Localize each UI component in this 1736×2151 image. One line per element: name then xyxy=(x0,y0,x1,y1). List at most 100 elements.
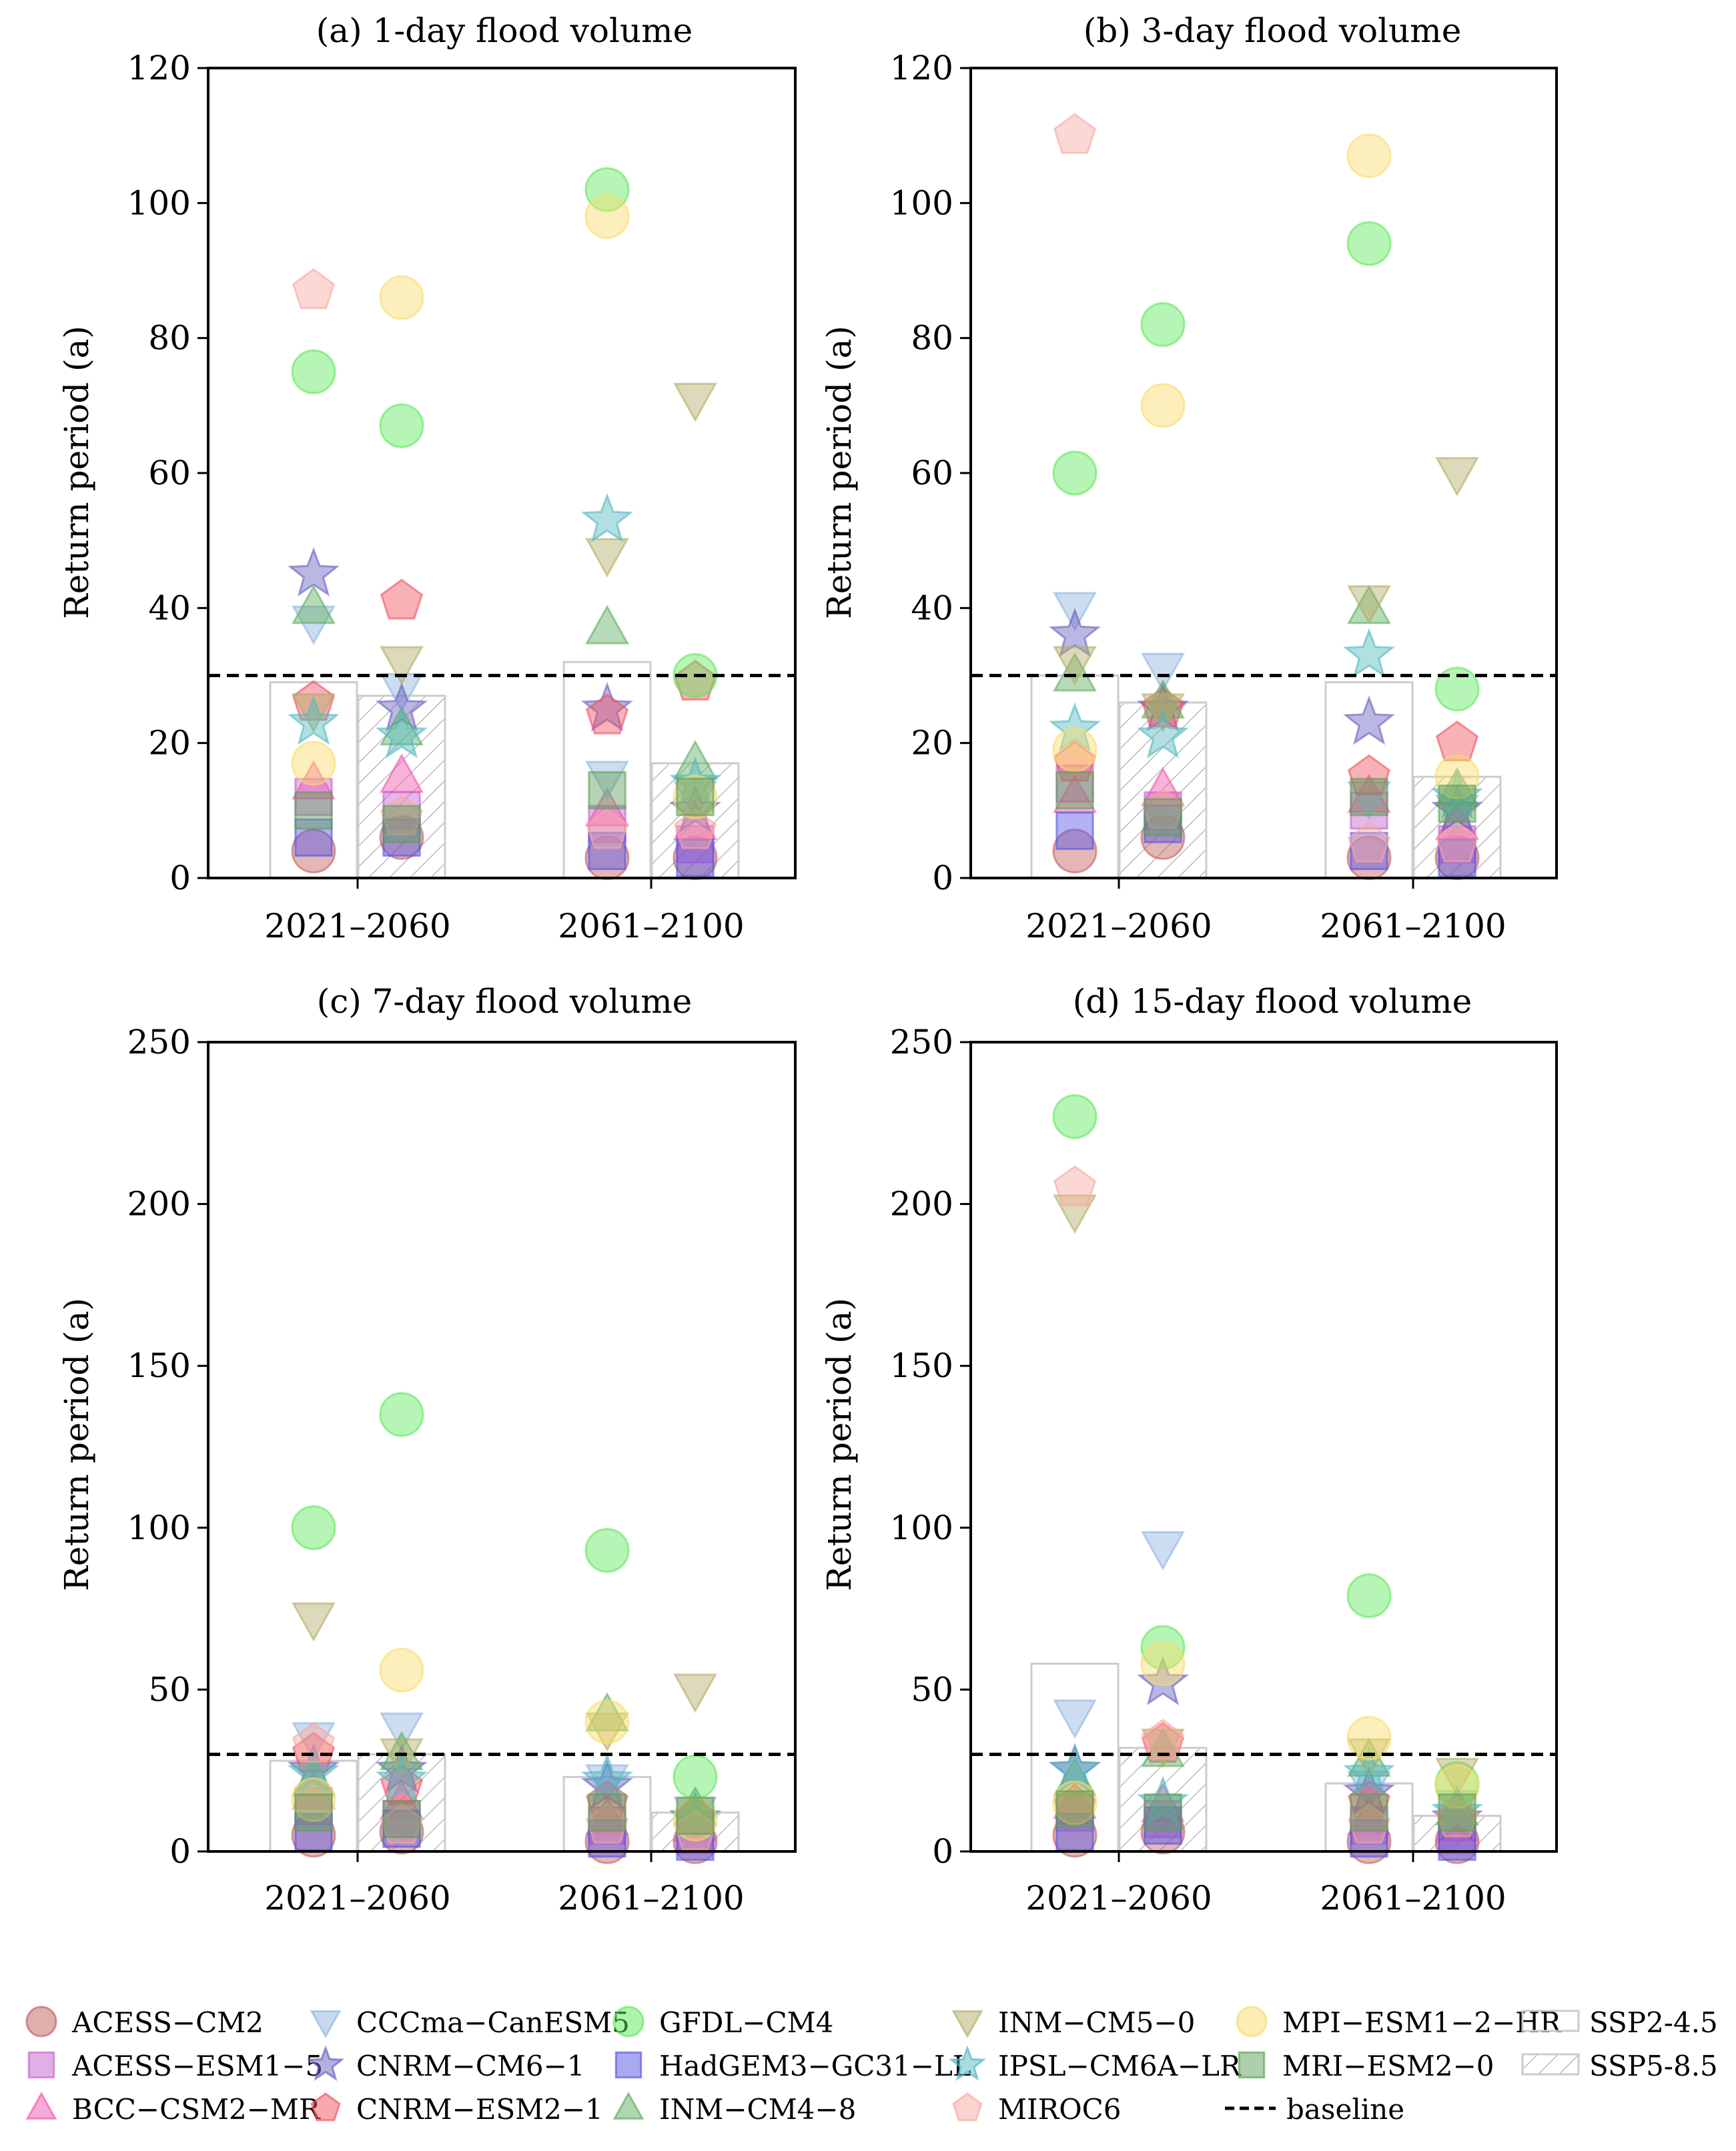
y-tick-label: 250 xyxy=(127,1023,191,1061)
y-tick-label: 150 xyxy=(890,1346,953,1385)
point-acess-esm1-5 xyxy=(676,825,715,864)
point-gfdl-cm4 xyxy=(1140,1625,1186,1670)
point-ipsl-cm6a-lr xyxy=(287,695,340,745)
point-gfdl-cm4 xyxy=(1052,1094,1098,1140)
point-bcc-csm2-mr xyxy=(585,1795,629,1835)
y-axis-label: Return period (a) xyxy=(820,1298,859,1591)
point-cccma-canesm5 xyxy=(1347,781,1391,821)
y-tick-label: 20 xyxy=(148,724,191,763)
point-inm-cm5-0 xyxy=(380,646,424,686)
legend-item-cccma-canesm5: CCCma−CanESM5 xyxy=(310,2006,630,2039)
point-inm-cm4-8 xyxy=(585,1692,629,1732)
point-gfdl-cm4 xyxy=(1346,1573,1392,1619)
legend-label: MPI−ESM1−2−HR xyxy=(1282,2006,1562,2039)
legend-label: INM−CM4−8 xyxy=(659,2093,856,2126)
x-tick-label: 2021–2060 xyxy=(1025,1879,1212,1917)
legend-item-acess-cm2: ACESS−CM2 xyxy=(25,2006,264,2039)
legend-label: GFDL−CM4 xyxy=(659,2006,833,2039)
y-tick-label: 150 xyxy=(127,1346,191,1385)
point-inm-cm5-0 xyxy=(673,1673,717,1713)
y-tick-label: 200 xyxy=(127,1185,191,1224)
point-mpi-esm1-2-hr xyxy=(379,275,424,320)
point-inm-cm5-0 xyxy=(673,382,717,422)
legend-item-miroc6: MIROC6 xyxy=(952,2092,1122,2126)
y-tick-label: 120 xyxy=(127,49,191,87)
x-tick-label: 2021–2060 xyxy=(264,1879,451,1917)
point-inm-cm5-0 xyxy=(1141,1728,1185,1768)
legend-item-inm-cm5-0: INM−CM5−0 xyxy=(951,2006,1195,2039)
y-tick-label: 0 xyxy=(932,859,953,897)
point-acess-esm1-5 xyxy=(382,791,421,830)
legend-label: SSP2-4.5 xyxy=(1589,2006,1718,2039)
panel-title: (b) 3-day flood volume xyxy=(1083,11,1462,50)
point-inm-cm4-8 xyxy=(673,1785,717,1825)
point-mpi-esm1-2-hr xyxy=(1052,727,1098,773)
point-gfdl-cm4 xyxy=(584,1528,630,1573)
y-tick-label: 0 xyxy=(932,1832,953,1871)
pentagon-marker-icon xyxy=(952,2092,983,2122)
square-marker-icon xyxy=(614,2051,642,2079)
y-tick-label: 80 xyxy=(148,319,191,358)
panel-title: (d) 15-day flood volume xyxy=(1073,982,1472,1021)
point-ipsl-cm6a-lr xyxy=(1342,1746,1396,1796)
point-mpi-esm1-2-hr xyxy=(584,1699,630,1745)
point-gfdl-cm4 xyxy=(1140,302,1186,347)
point-inm-cm5-0 xyxy=(1435,457,1479,497)
x-tick-label: 2021–2060 xyxy=(264,907,451,945)
legend-label: MIROC6 xyxy=(998,2093,1122,2126)
point-miroc6 xyxy=(673,808,717,849)
point-mri-esm2-0 xyxy=(1438,784,1476,823)
point-mpi-esm1-2-hr xyxy=(1434,754,1480,799)
panel-title: (a) 1-day flood volume xyxy=(316,11,693,50)
point-hadgem3-gc31-ll xyxy=(1438,838,1476,877)
panel-d-15-day: (d) 15-day flood volume Return period (a… xyxy=(820,982,1558,1917)
point-mpi-esm1-2-hr xyxy=(1140,383,1186,428)
point-hadgem3-gc31-ll xyxy=(676,838,715,877)
panel-b-3-day: (b) 3-day flood volume Return period (a)… xyxy=(820,11,1558,945)
point-cnrm-cm6-1 xyxy=(580,1759,634,1809)
y-axis-label: Return period (a) xyxy=(57,1298,96,1591)
y-tick-label: 250 xyxy=(890,1023,953,1061)
y-tick-label: 50 xyxy=(148,1670,191,1709)
square-marker-icon xyxy=(27,2051,55,2079)
legend-item-hadgem3-gc31-ll: HadGEM3−GC31−LL xyxy=(614,2050,971,2082)
point-mpi-esm1-2-hr xyxy=(1140,1641,1186,1687)
point-cnrm-esm2-1 xyxy=(1347,754,1391,795)
star-marker-icon xyxy=(306,2045,345,2081)
legend-item-acess-esm1-5: ACESS−ESM1−5 xyxy=(27,2050,323,2082)
y-tick-label: 100 xyxy=(127,183,191,222)
point-bcc-csm2-mr xyxy=(292,760,336,800)
triangle-up-marker-icon xyxy=(25,2091,57,2120)
y-tick-label: 20 xyxy=(911,724,953,763)
y-tick-label: 0 xyxy=(169,1832,191,1871)
legend-item-baseline: baseline xyxy=(1225,2093,1404,2126)
point-acess-cm2 xyxy=(1052,829,1098,873)
pentagon-marker-icon xyxy=(310,2092,341,2122)
point-miroc6 xyxy=(292,1722,336,1763)
legend-label: ACESS−CM2 xyxy=(71,2006,264,2039)
point-gfdl-cm4 xyxy=(379,1392,424,1437)
legend-item-ipsl-cm6a-lr: IPSL−CM6A−LR xyxy=(948,2045,1242,2082)
y-tick-label: 80 xyxy=(911,319,953,358)
y-tick-label: 100 xyxy=(127,1509,191,1547)
ssp245-bar-icon xyxy=(1521,2010,1580,2032)
legend-label: BCC−CSM2−MR xyxy=(72,2093,321,2126)
point-cccma-canesm5 xyxy=(1141,1531,1185,1571)
point-hadgem3-gc31-ll xyxy=(294,818,333,857)
point-mri-esm2-0 xyxy=(676,777,715,817)
axes-frame xyxy=(207,1041,797,1853)
point-inm-cm5-0 xyxy=(1347,585,1391,625)
point-gfdl-cm4 xyxy=(1434,667,1480,712)
point-mri-esm2-0 xyxy=(1144,798,1182,837)
point-mpi-esm1-2-hr xyxy=(584,194,630,240)
y-tick-label: 0 xyxy=(169,859,191,897)
y-axis-label: Return period (a) xyxy=(820,326,859,619)
point-mri-esm2-0 xyxy=(294,1793,333,1832)
point-ipsl-cm6a-lr xyxy=(1136,709,1190,759)
point-ipsl-cm6a-lr xyxy=(1048,702,1102,752)
point-mpi-esm1-2-hr xyxy=(379,1647,424,1693)
point-cnrm-esm2-1 xyxy=(1053,741,1097,782)
x-tick-label: 2061–2100 xyxy=(1320,907,1506,945)
triangle-up-marker-icon xyxy=(612,2091,644,2120)
point-ipsl-cm6a-lr xyxy=(669,756,722,806)
